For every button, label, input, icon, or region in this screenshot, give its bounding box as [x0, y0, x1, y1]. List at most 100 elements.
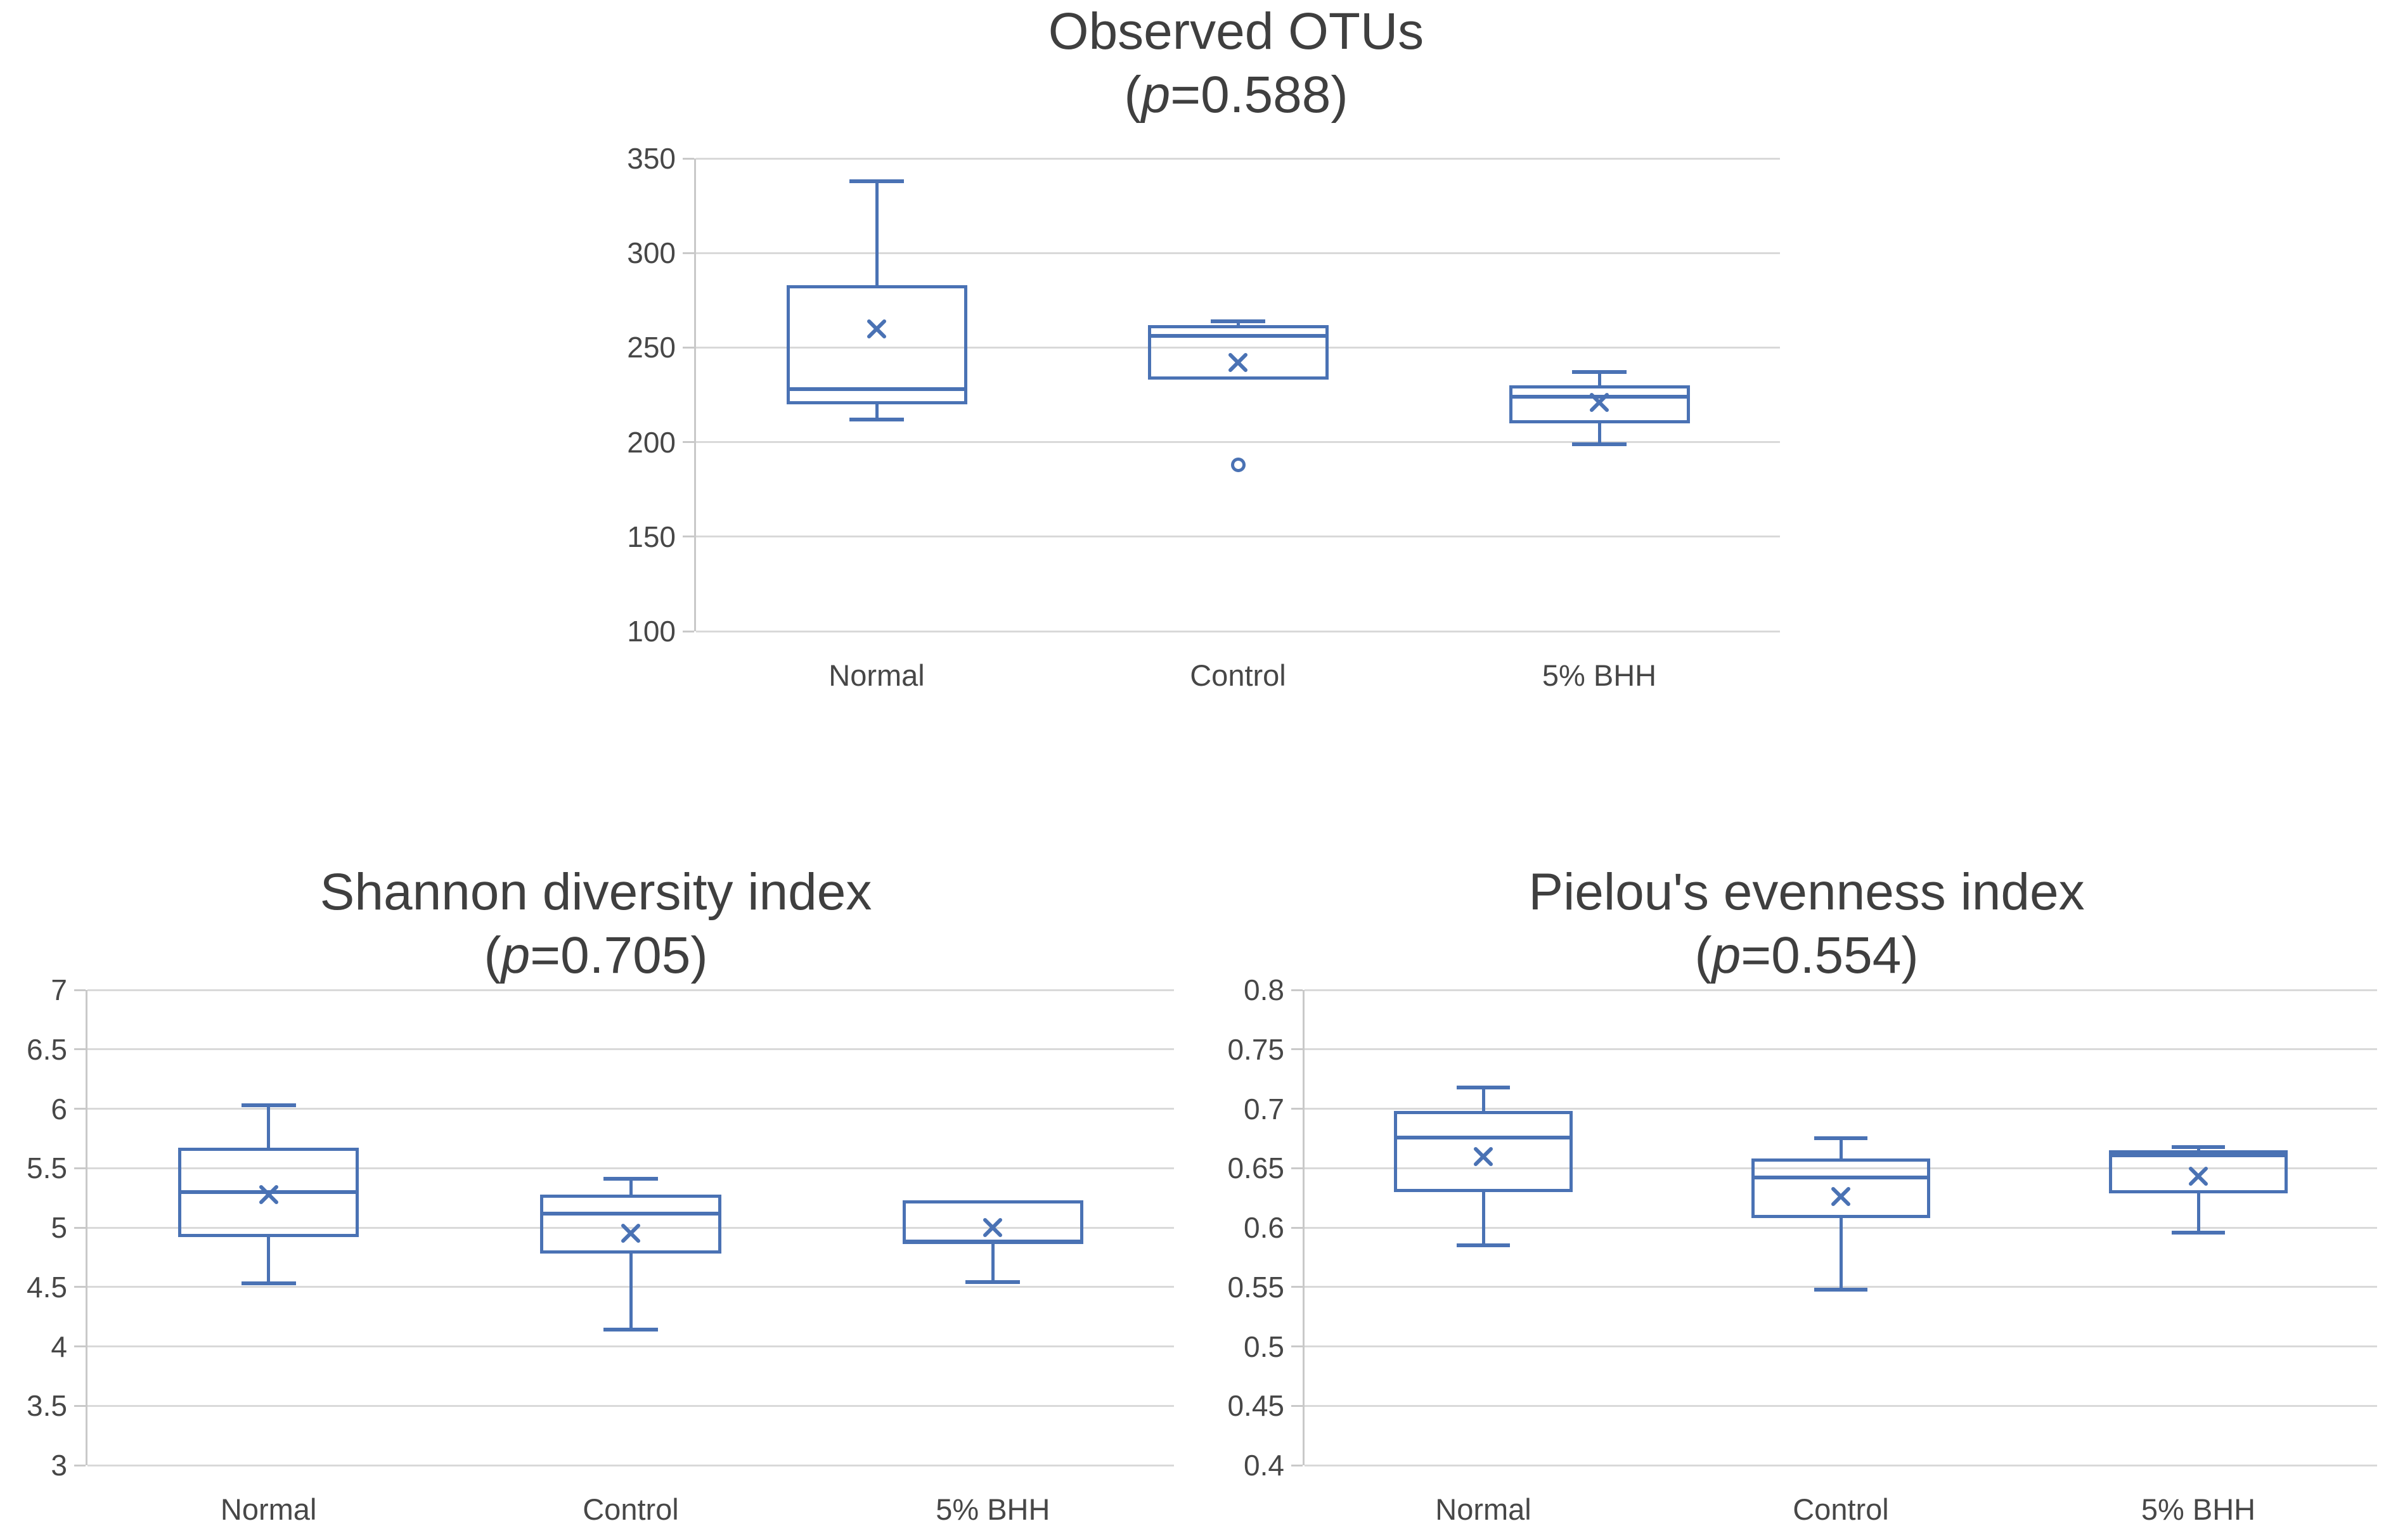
- upper-whisker-cap: [2171, 1145, 2226, 1149]
- median-line: [1751, 1176, 1930, 1180]
- category-label: 5% BHH: [1542, 658, 1657, 692]
- upper-whisker: [1839, 1138, 1843, 1159]
- gridline: [696, 157, 1780, 160]
- axis-tick: [683, 346, 694, 349]
- outlier-point: [1230, 457, 1246, 472]
- lower-whisker: [1597, 423, 1601, 444]
- gridline: [1305, 1464, 2377, 1466]
- y-tick-label: 4.5: [27, 1270, 67, 1304]
- lower-whisker-cap: [1572, 442, 1627, 446]
- axis-tick: [1291, 1286, 1303, 1288]
- upper-whisker: [1481, 1087, 1485, 1112]
- mean-marker: [255, 1181, 282, 1208]
- chart-p-value: (p=0.554): [1236, 924, 2377, 987]
- upper-whisker: [267, 1105, 271, 1148]
- plot-area-pielou-evenness: 0.8 0.75 0.7 0.65 0.6 0.55 0.5 0.45 0.4 Normal Con…: [1227, 973, 2377, 1526]
- chart-p-value: (p=0.705): [25, 924, 1166, 987]
- category-label: 5% BHH: [2141, 1492, 2256, 1526]
- chart-p-value: (p=0.588): [647, 63, 1826, 127]
- axis-tick: [1291, 989, 1303, 991]
- axis-tick: [683, 441, 694, 444]
- gridline: [1305, 1345, 2377, 1347]
- box: [540, 1194, 721, 1254]
- upper-whisker-cap: [241, 1103, 296, 1107]
- mean-marker: [979, 1214, 1006, 1241]
- mean-marker: [1470, 1143, 1497, 1170]
- lower-whisker-cap: [965, 1280, 1021, 1285]
- mean-marker: [1225, 349, 1251, 376]
- axis-tick: [683, 536, 694, 538]
- category-label: Normal: [828, 658, 925, 692]
- median-line: [1147, 334, 1329, 338]
- y-tick-label: 0.55: [1227, 1270, 1284, 1304]
- axis-tick: [1291, 1108, 1303, 1110]
- y-tick-label: 3: [51, 1449, 67, 1482]
- gridline: [696, 536, 1780, 538]
- median-line: [786, 387, 967, 392]
- gridline: [87, 1167, 1174, 1169]
- axis-tick: [74, 1167, 86, 1169]
- gridline: [87, 1345, 1174, 1347]
- lower-whisker: [875, 404, 879, 420]
- gridline: [87, 989, 1174, 991]
- y-tick-label: 200: [627, 425, 676, 459]
- lower-whisker: [1481, 1191, 1485, 1246]
- y-tick-label: 0.6: [1244, 1211, 1284, 1244]
- category-label: Control: [1190, 658, 1286, 692]
- lower-whisker: [2196, 1193, 2200, 1233]
- lower-whisker-cap: [241, 1281, 296, 1286]
- gridline: [696, 441, 1780, 444]
- axis-tick: [74, 1464, 86, 1466]
- upper-whisker-cap: [603, 1177, 658, 1181]
- y-tick-label: 150: [627, 520, 676, 553]
- axis-tick: [74, 1048, 86, 1051]
- p-open: (: [1124, 66, 1142, 124]
- median-line: [1394, 1135, 1573, 1139]
- y-tick-label: 0.75: [1227, 1032, 1284, 1066]
- chart-title: Shannon diversity index: [319, 863, 872, 921]
- box: [1394, 1111, 1573, 1192]
- gridline: [1305, 989, 2377, 991]
- axis-tick: [1291, 1464, 1303, 1466]
- axis-tick: [1291, 1345, 1303, 1347]
- mean-marker: [1586, 389, 1613, 416]
- y-tick-label: 5: [51, 1211, 67, 1244]
- mean-marker: [863, 316, 890, 342]
- y-tick-label: 250: [627, 331, 676, 364]
- lower-whisker: [991, 1243, 995, 1283]
- lower-whisker-cap: [1456, 1243, 1511, 1248]
- category-label: Control: [1793, 1492, 1889, 1526]
- gridline: [696, 252, 1780, 254]
- axis-tick: [1291, 1226, 1303, 1229]
- lower-whisker-cap: [1814, 1287, 1868, 1292]
- p-symbol: p: [1141, 66, 1171, 124]
- plot-area-shannon-diversity: 7 6.5 6 5.5 5 4.5 4 3.5 3 Normal Control 5% BHH: [27, 973, 1174, 1526]
- upper-whisker: [629, 1179, 633, 1195]
- box: [786, 285, 967, 404]
- y-tick-label: 100: [627, 615, 676, 648]
- mean-marker: [617, 1220, 644, 1247]
- axis-tick: [74, 1226, 86, 1229]
- box: [1509, 385, 1690, 423]
- lower-whisker: [267, 1237, 271, 1284]
- p-open: (: [484, 927, 501, 984]
- chart-title: Pielou's evenness index: [1528, 863, 2085, 921]
- y-tick-label: 350: [627, 142, 676, 175]
- axis-tick: [1291, 1404, 1303, 1407]
- median-line: [540, 1211, 721, 1216]
- p-rest: =0.554): [1741, 927, 1919, 984]
- gridline: [1305, 1167, 2377, 1169]
- axis-tick: [683, 630, 694, 632]
- y-tick-label: 6.5: [27, 1032, 67, 1066]
- mean-marker: [2185, 1163, 2212, 1190]
- upper-whisker-cap: [849, 179, 904, 183]
- y-tick-label: 0.4: [1244, 1449, 1284, 1482]
- y-tick-label: 0.45: [1227, 1389, 1284, 1423]
- box: [2109, 1150, 2288, 1193]
- category-label: 5% BHH: [936, 1492, 1050, 1526]
- category-label: Normal: [220, 1492, 317, 1526]
- chart-title-block: Observed OTUs (p=0.588): [647, 0, 1826, 127]
- axis-tick: [683, 252, 694, 254]
- axis-tick: [74, 1345, 86, 1347]
